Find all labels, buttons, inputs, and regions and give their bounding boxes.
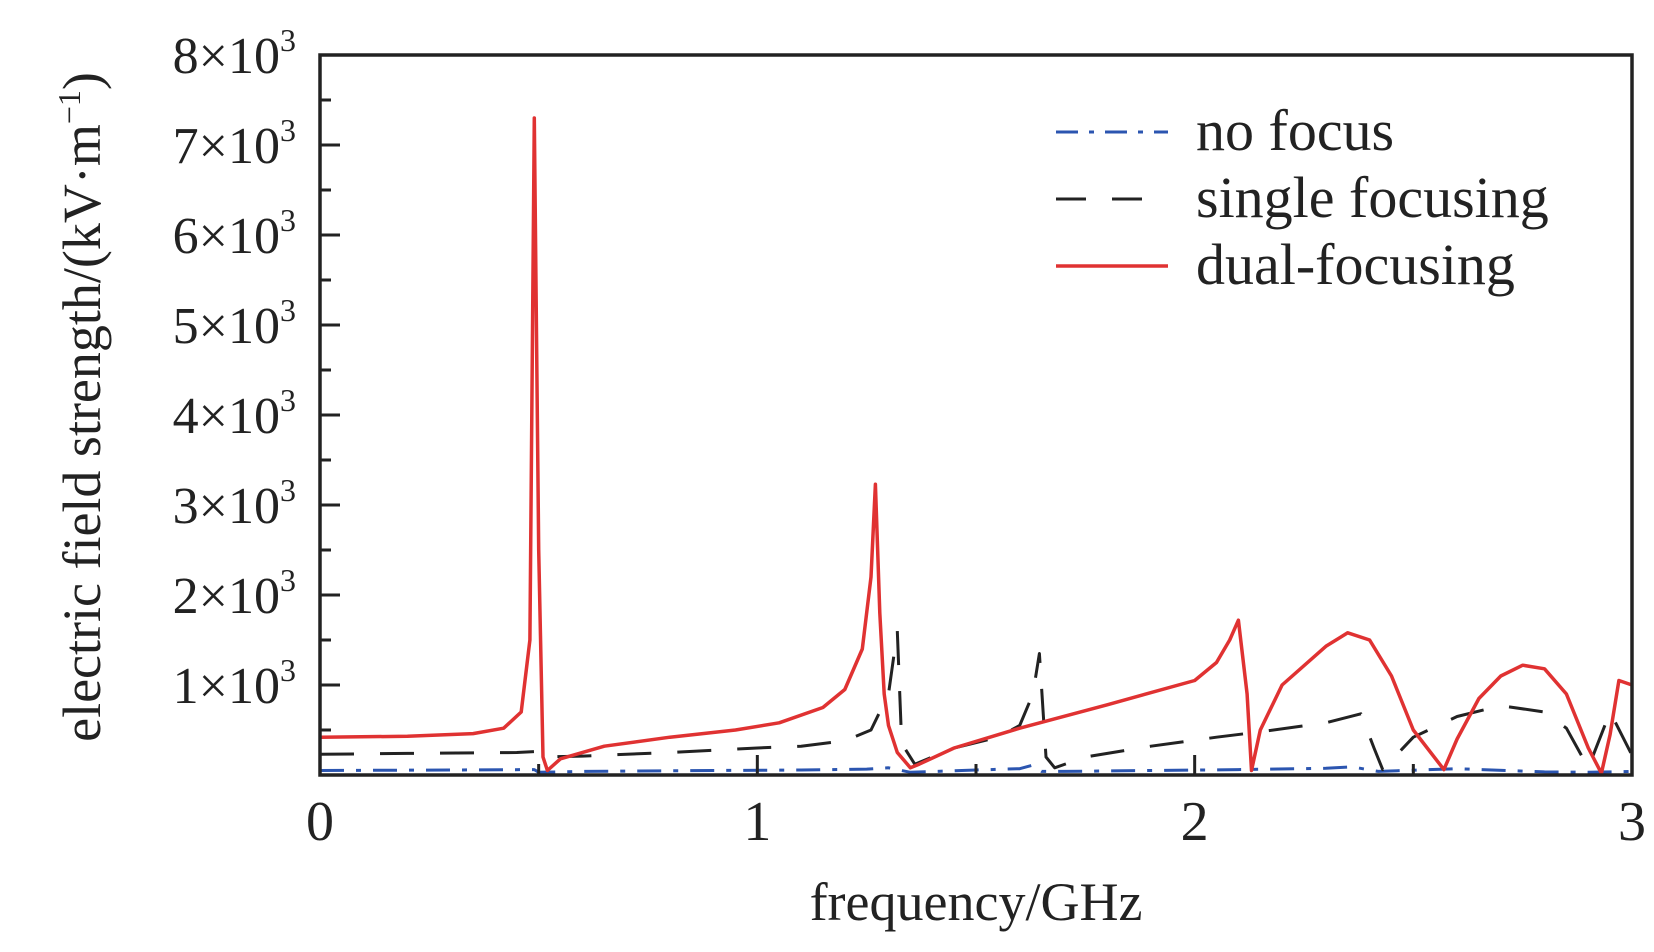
series-line-no-focus [319,763,1633,774]
y-axis-title-superscript: −1 [51,90,87,124]
x-axis: 0 1 2 3 [306,755,1646,853]
y-tick-label: 1×103 [173,652,296,715]
legend-label-dual-focusing: dual-focusing [1196,232,1515,297]
x-axis-title: frequency/GHz [810,872,1143,932]
y-tick-label: 5×103 [173,292,296,355]
legend-label-single-focusing: single focusing [1196,165,1549,230]
x-tick-label: 0 [306,791,334,853]
x-tick-label: 3 [1618,791,1646,853]
y-axis-title-main: electric field strength/(kV·m [52,124,112,742]
y-axis-title: electric field strength/(kV·m−1) [51,72,112,742]
series-line-single-focusing [319,629,1634,772]
y-tick-label: 6×103 [173,202,296,265]
y-tick-label: 8×103 [173,22,296,85]
series-layer [319,116,1634,775]
y-tick-label: 7×103 [173,112,296,175]
y-tick-label: 2×103 [173,562,296,625]
plot-area-frame [318,53,1634,777]
y-axis: 1×103 2×103 3×103 4×103 5×103 6×103 7×103 8×103 [173,22,340,732]
x-tick-label: 2 [1181,791,1209,853]
series-line-dual-focusing [319,116,1633,775]
legend-label-no-focus: no focus [1196,98,1394,163]
y-axis-title-close: ) [52,72,112,90]
y-tick-label: 3×103 [173,472,296,535]
y-tick-label: 4×103 [173,382,296,445]
x-tick-label: 1 [743,791,771,853]
